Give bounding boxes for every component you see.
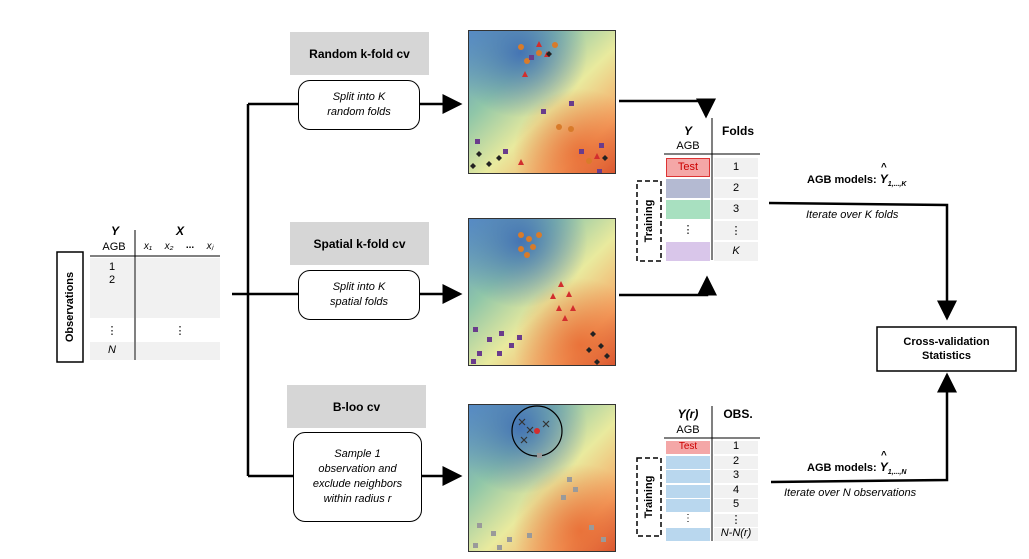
random-kfold-box: Split into K random folds xyxy=(298,80,420,130)
obs-x-row-n-fill xyxy=(136,342,220,360)
bloo-obs-cell xyxy=(714,441,758,454)
n-model-text: AGB models: xyxy=(807,462,880,474)
obs-x-col-1: x₁ xyxy=(143,241,153,252)
random-fold-map xyxy=(468,30,616,174)
kfold-fold-number: ⋮ xyxy=(730,225,742,237)
spatial-kfold-line1: Split into K xyxy=(332,281,386,293)
kfold-agb-label: AGB xyxy=(676,140,700,152)
bloo-obs-cell xyxy=(714,528,758,541)
random-kfold-header: Random k-fold cv xyxy=(290,32,429,75)
kfold-model-subscript: 1,...,K xyxy=(887,181,907,189)
kfold-folds-header: Folds xyxy=(722,124,754,138)
n-model-label: AGB models: ^ Y1,...,N xyxy=(807,450,907,477)
kfold-fold-cell xyxy=(714,179,758,198)
bloo-obs-cell xyxy=(714,513,758,527)
n-iterate: Iterate over N observations xyxy=(784,487,917,499)
obs-x-column-fill xyxy=(136,258,220,318)
bloo-agb-dots: ⋮ xyxy=(683,512,693,524)
kfold-y-header: Y xyxy=(683,124,692,138)
kfold-test-label: Test xyxy=(677,161,699,173)
kfold-fold-cell xyxy=(714,200,758,219)
bloo-line2: observation and xyxy=(318,463,397,475)
observations-label: Observations xyxy=(64,271,76,343)
bloo-line1: Sample 1 xyxy=(334,448,381,460)
kfold-agb-cell xyxy=(666,158,710,177)
kfold-agb-cell xyxy=(666,242,710,261)
spatial-kfold-box: Split into K spatial folds xyxy=(298,270,420,320)
bloo-map xyxy=(468,404,616,552)
bloo-line4: within radius r xyxy=(323,493,392,505)
bloo-obs-number: 2 xyxy=(732,454,740,467)
obs-x-col-j: xⱼ xyxy=(206,241,214,252)
bloo-obs-number: 5 xyxy=(732,498,740,510)
spatial-kfold-header: Spatial k-fold cv xyxy=(290,222,429,265)
kfold-fold-cell xyxy=(714,242,758,261)
bloo-training-label: Training xyxy=(643,475,655,519)
kfold-yhat: ^ Y xyxy=(879,162,888,186)
kfold-fold-number: 3 xyxy=(732,203,740,215)
bloo-obs-cell xyxy=(714,484,758,498)
bloo-agb-cell xyxy=(666,455,710,469)
spatial-kfold-line2: spatial folds xyxy=(329,296,389,308)
obs-x-col-2: x₂ xyxy=(164,241,174,252)
kfold-fold-cell xyxy=(714,158,758,177)
bloo-agb-cell xyxy=(666,441,710,454)
bloo-obs-number: ⋮ xyxy=(730,513,742,526)
n-yhat-letter: Y xyxy=(879,460,888,474)
cv-statistics-box: Cross-validation Statistics xyxy=(877,327,1016,371)
bloo-obs-number: 4 xyxy=(732,483,740,496)
spatial-fold-map xyxy=(468,218,616,366)
bloo-obs-cell xyxy=(714,470,758,483)
bloo-obs-number: N-N(r) xyxy=(720,527,752,539)
bloo-box: Sample 1 observation and exclude neighbo… xyxy=(293,432,422,522)
obs-x-header: X xyxy=(175,224,184,238)
bloo-line3: exclude neighbors xyxy=(312,478,403,490)
bloo-agb-cell xyxy=(666,484,710,498)
obs-row-dots: ⋮ xyxy=(106,325,118,337)
obs-row-2: 2 xyxy=(108,274,116,286)
obs-y-header: Y xyxy=(110,224,119,238)
bloo-obs-header: OBS. xyxy=(723,407,753,421)
obs-y-column-fill xyxy=(90,258,134,318)
random-kfold-line2: random folds xyxy=(327,106,391,118)
kfold-iterate: Iterate over K folds xyxy=(806,209,899,221)
bloo-agb-label: AGB xyxy=(676,424,700,436)
kfold-fold-number: K xyxy=(732,245,740,257)
n-model-subscript: 1,...,N xyxy=(887,469,907,477)
kfold-agb-cell xyxy=(666,200,710,219)
bloo-agb-cell xyxy=(666,513,710,527)
kfold-agb-cell xyxy=(666,221,710,240)
bloo-obs-cell xyxy=(714,499,758,512)
kfold-fold-cell xyxy=(714,221,758,240)
bloo-y-header: Y(r) xyxy=(677,407,699,421)
obs-row-1: 1 xyxy=(108,261,116,273)
kfold-fold-number: 1 xyxy=(732,161,740,173)
obs-agb-label: AGB xyxy=(102,241,126,253)
bloo-header: B-loo cv xyxy=(287,385,426,428)
obs-y-row-n-fill xyxy=(90,342,134,360)
cv-statistics-line2: Statistics xyxy=(922,350,971,362)
bloo-test-label: Test xyxy=(678,441,698,452)
random-kfold-line1: Split into K xyxy=(332,91,386,103)
bloo-agb-cell xyxy=(666,528,710,541)
cv-statistics-line1: Cross-validation xyxy=(903,336,990,348)
obs-x-col-ellipsis: ... xyxy=(185,240,195,251)
kfold-fold-number: 2 xyxy=(732,182,740,194)
kfold-agb-dots: ⋮ xyxy=(682,224,694,236)
bloo-obs-number: 1 xyxy=(732,440,740,452)
kfold-training-label: Training xyxy=(643,199,655,243)
obs-row-n: N xyxy=(108,344,116,356)
kfold-agb-cell xyxy=(666,179,710,198)
obs-x-dots: ⋮ xyxy=(174,325,186,337)
bloo-agb-cell xyxy=(666,470,710,483)
bloo-agb-cell xyxy=(666,499,710,512)
bloo-obs-cell xyxy=(714,455,758,469)
bloo-obs-number: 3 xyxy=(732,469,740,481)
kfold-model-text: AGB models: xyxy=(807,174,880,186)
kfold-yhat-letter: Y xyxy=(879,172,888,186)
kfold-model-label: AGB models: ^ Y1,...,K xyxy=(807,162,907,189)
n-yhat: ^ Y xyxy=(879,450,888,474)
